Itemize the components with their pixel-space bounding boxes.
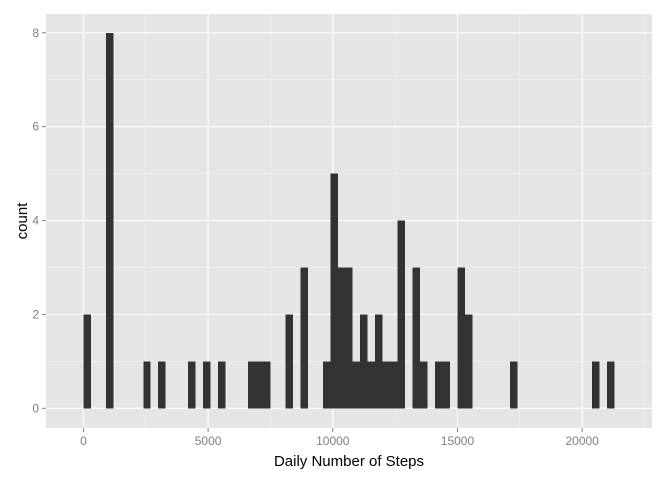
- histogram-bar: [367, 361, 376, 409]
- x-tick-label: 5000: [195, 434, 222, 448]
- histogram-bar: [300, 267, 308, 409]
- histogram-bar: [375, 314, 383, 409]
- histogram-bar: [509, 361, 518, 409]
- histogram-bar: [397, 220, 406, 409]
- y-tick-label: 0: [32, 401, 39, 415]
- histogram-bar: [382, 361, 391, 409]
- histogram-bars: [83, 32, 615, 409]
- histogram-bar: [464, 314, 473, 409]
- histogram-bar: [337, 267, 346, 409]
- x-tick-label: 15000: [441, 434, 475, 448]
- histogram-bar: [203, 361, 211, 409]
- histogram-bar: [262, 361, 271, 409]
- histogram-bar: [420, 361, 428, 409]
- x-tick-label: 0: [80, 434, 87, 448]
- histogram-bar: [412, 267, 421, 409]
- y-axis-title: count: [14, 202, 31, 240]
- histogram-bar: [143, 361, 151, 409]
- histogram-bar: [435, 361, 443, 409]
- histogram-bar: [457, 267, 465, 409]
- histogram-bar: [255, 361, 263, 409]
- histogram-bar: [345, 267, 353, 409]
- y-tick-label: 6: [32, 120, 39, 134]
- x-tick-label: 20000: [565, 434, 599, 448]
- histogram-bar: [83, 314, 91, 409]
- histogram-bar: [322, 361, 331, 409]
- histogram-bar: [248, 361, 256, 409]
- x-tick-label: 10000: [316, 434, 350, 448]
- histogram-bar: [330, 173, 338, 409]
- y-tick-label: 4: [32, 214, 39, 228]
- y-axis: 0 2 4 6 8: [32, 26, 46, 415]
- histogram-bar: [607, 361, 615, 409]
- histogram-bar: [218, 361, 226, 409]
- histogram-bar: [285, 314, 293, 409]
- y-tick-label: 2: [32, 307, 39, 321]
- histogram-bar: [188, 361, 196, 409]
- x-axis-title: Daily Number of Steps: [274, 453, 424, 470]
- histogram-bar: [592, 361, 600, 409]
- histogram-bar: [360, 314, 368, 409]
- y-tick-label: 8: [32, 26, 39, 40]
- histogram-bar: [158, 361, 166, 409]
- x-axis: 0 5000 10000 15000 20000: [80, 428, 599, 448]
- histogram-bar: [390, 361, 398, 409]
- histogram-bar: [352, 361, 361, 409]
- histogram-bar: [442, 361, 450, 409]
- histogram-bar: [105, 32, 114, 409]
